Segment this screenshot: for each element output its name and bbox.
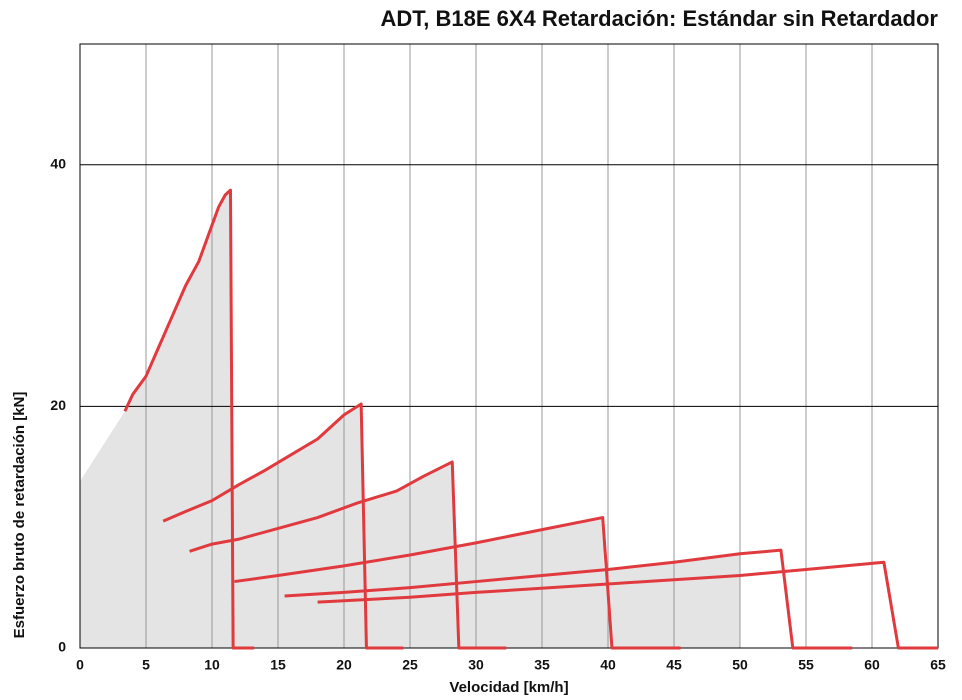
line: [123, 188, 255, 650]
x-tick-label: 50: [732, 657, 748, 673]
line: [284, 548, 853, 650]
x-tick-label: 35: [534, 657, 550, 673]
line: [317, 560, 938, 650]
plot-frame: [79, 43, 939, 649]
chart-title: ADT, B18E 6X4 Retardación: Estándar sin …: [381, 6, 939, 31]
y-tick-label: 20: [50, 397, 66, 413]
x-tick-label: 10: [204, 657, 220, 673]
x-tick-label: 60: [864, 657, 880, 673]
line: [234, 516, 681, 650]
x-tick-label: 55: [798, 657, 814, 673]
x-tick-label: 30: [468, 657, 484, 673]
x-tick-label: 5: [142, 657, 150, 673]
line: [189, 460, 507, 650]
y-tick-label: 40: [50, 156, 66, 172]
y-axis-label: Esfuerzo bruto de retardación [kN]: [11, 392, 28, 639]
x-axis-label: Velocidad [km/h]: [449, 679, 568, 696]
x-tick-label: 20: [336, 657, 352, 673]
x-tick-label: 45: [666, 657, 682, 673]
x-tick-label: 65: [930, 657, 946, 673]
line: [162, 402, 404, 650]
x-tick-label: 0: [76, 657, 84, 673]
y-tick-label: 0: [58, 639, 66, 655]
x-tick-label: 15: [270, 657, 286, 673]
area: [80, 190, 740, 648]
x-tick-label: 25: [402, 657, 418, 673]
x-tick-label: 40: [600, 657, 616, 673]
